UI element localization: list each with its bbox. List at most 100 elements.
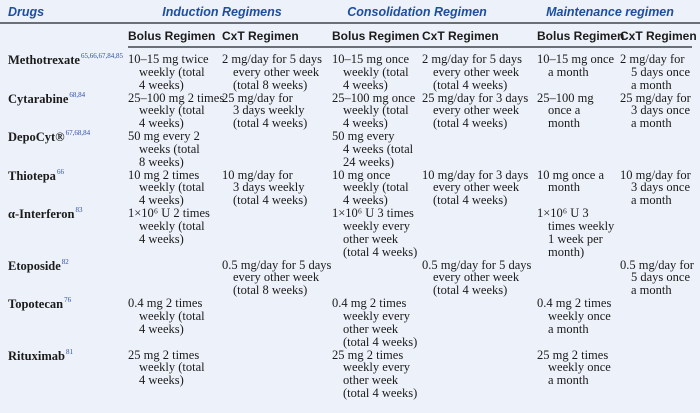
cell-consolidation-cxt: 10 mg/day for 3 days every other week (tot… <box>422 168 528 208</box>
cell-line: 10 mg 2 times <box>128 167 200 182</box>
cell-line: weekly (total <box>139 308 205 323</box>
cell-line: (total 4 weeks) <box>433 77 508 92</box>
cell-line: 3 days weekly <box>233 180 305 195</box>
cell-maintenance-cxt: 2 mg/day for 5 days once a month <box>620 53 690 92</box>
cell-line: every other week <box>233 270 320 285</box>
cell-line: (total 4 weeks) <box>343 386 418 401</box>
cell-line: (total 4 weeks) <box>433 116 508 131</box>
cell-maintenance-cxt: 10 mg/day for 3 days once a month <box>620 167 691 208</box>
drug-label: Cytarabine <box>8 91 69 106</box>
cell-line: 25–100 mg 2 times <box>128 90 225 105</box>
reference-superscript: 68,84 <box>69 90 86 99</box>
cell-maintenance-bolus: 0.4 mg 2 times weekly once a month <box>537 297 611 336</box>
cell-line: 0.4 mg 2 times <box>128 296 203 310</box>
cell-line: 10–15 mg once <box>332 52 410 66</box>
drug-label: α-Interferon <box>8 207 75 221</box>
cell-maintenance-bolus: 25 mg 2 times weekly once a month <box>537 348 611 388</box>
cell-induction-bolus: 50 mg every 2 weeks (total 8 weeks) <box>128 130 200 169</box>
cell-line: 25 mg 2 times <box>332 347 404 362</box>
drug-name: Cytarabine68,84 <box>8 90 86 107</box>
cell-line: 25–100 mg <box>537 90 594 105</box>
cell-line: 24 weeks) <box>343 154 395 169</box>
cell-line: 25 mg/day for <box>222 90 293 105</box>
subheader-maintenance-cxt: CxT Regimen <box>620 29 697 43</box>
cell-line: a month <box>548 64 589 79</box>
cell-line: 5 days once <box>631 64 691 79</box>
cell-line: 0.5 mg/day for 5 days <box>222 257 332 272</box>
cell-line: 0.5 mg/day for 5 days <box>422 257 532 272</box>
cell-maintenance-bolus: 10–15 mg once a month <box>537 53 614 79</box>
cell-line: 4 weeks) <box>139 116 184 131</box>
cell-line: 25 mg/day for 3 days <box>422 90 529 105</box>
cell-line: 4 weeks) <box>139 321 184 336</box>
drug-label: Etoposide <box>8 258 61 273</box>
drug-name: Topotecan76 <box>8 296 71 312</box>
cell-line: a month <box>631 116 672 131</box>
cell-line: 1 week per <box>548 231 603 246</box>
reference-superscript: 82 <box>61 257 69 266</box>
cell-line: month <box>548 180 580 195</box>
cell-line: weekly (total <box>139 218 205 233</box>
cell-induction-bolus: 10–15 mg twice weekly (total 4 weeks) <box>128 53 209 92</box>
cell-consolidation-bolus: 10 mg once weekly (total 4 weeks) <box>332 167 409 208</box>
cell-line: 0.4 mg 2 times <box>332 296 407 310</box>
cell-consolidation-bolus: 10–15 mg once weekly (total 4 weeks) <box>332 53 409 92</box>
cell-line: 10 mg once <box>332 167 391 182</box>
drug-label: Methotrexate <box>8 53 80 67</box>
cell-line: weekly every <box>343 308 410 323</box>
cell-line: 1×10⁶ U 3 <box>537 206 589 220</box>
cell-line: weekly (total <box>139 64 205 79</box>
cell-line: (total 4 weeks) <box>343 334 418 349</box>
cell-line: 10 mg/day for <box>620 167 691 182</box>
subheader-maintenance-bolus: Bolus Regimen <box>537 29 625 43</box>
cell-line: every other week <box>433 180 520 195</box>
cell-line: (total 4 weeks) <box>343 244 418 259</box>
cell-consolidation-bolus: 0.4 mg 2 times weekly every other week (tot… <box>332 297 417 348</box>
cell-line: weekly (total <box>343 64 409 79</box>
subheader-consolidation-cxt: CxT Regimen <box>422 29 499 43</box>
cell-maintenance-bolus: 10 mg once a month <box>537 167 604 195</box>
cell-line: times weekly <box>548 218 615 233</box>
cell-line: 10–15 mg twice <box>128 52 209 66</box>
drugs-column-header: Drugs <box>8 5 45 19</box>
cell-line: 1×10⁶ U 2 times <box>128 206 210 220</box>
cell-line: 2 mg/day for <box>620 52 685 66</box>
cell-line: 2 mg/day for 5 days <box>222 52 322 66</box>
cell-maintenance-cxt: 0.5 mg/day for 5 days once a month <box>620 257 694 298</box>
drug-name: DepoCyt®67,68,84 <box>8 129 91 145</box>
cell-line: 4 weeks) <box>343 77 388 92</box>
reference-superscript: 83 <box>75 206 83 214</box>
cell-line: 10 mg once a <box>537 167 604 182</box>
subheader-induction-cxt: CxT Regimen <box>222 29 299 43</box>
cell-line: 10–15 mg once <box>537 52 615 66</box>
drug-name: α-Interferon83 <box>8 206 83 222</box>
cell-line: 4 weeks) <box>139 231 184 246</box>
reference-superscript: 65,66,67,84,85 <box>80 52 123 60</box>
cell-line: 25 mg 2 times <box>128 347 200 362</box>
cell-line: 4 weeks) <box>343 116 388 131</box>
cell-line: weekly (total <box>139 103 205 118</box>
cell-line: 50 mg every <box>332 129 395 143</box>
cell-line: a month <box>631 77 672 92</box>
cell-induction-cxt: 0.5 mg/day for 5 days every other week (to… <box>222 257 332 298</box>
cell-line: 4 weeks) <box>139 373 184 388</box>
cell-maintenance-cxt: 25 mg/day for 3 days once a month <box>620 91 691 131</box>
cell-line: weekly (total <box>139 180 205 195</box>
cell-induction-bolus: 25–100 mg 2 times weekly (total 4 weeks) <box>128 90 225 131</box>
cell-line: a month <box>548 321 589 336</box>
reference-superscript: 81 <box>65 347 73 356</box>
cell-line: weekly every <box>343 218 410 233</box>
subheader-induction-bolus: Bolus Regimen <box>128 29 216 43</box>
cell-maintenance-bolus: 1×10⁶ U 3 times weekly 1 week per month) <box>537 207 614 258</box>
cell-line: other week <box>343 321 399 336</box>
cell-line: month <box>548 116 580 131</box>
reference-superscript: 67,68,84 <box>65 129 91 137</box>
reference-superscript: 66 <box>56 167 64 176</box>
cell-consolidation-bolus: 25–100 mg once weekly (total 4 weeks) <box>332 91 415 131</box>
cell-line: 2 mg/day for 5 days <box>422 52 522 66</box>
maintenance-group-header: Maintenance regimen <box>546 5 674 19</box>
cell-line: 0.5 mg/day for <box>620 257 694 272</box>
cell-induction-cxt: 2 mg/day for 5 days every other week (tota… <box>222 53 322 92</box>
cell-line: 4 weeks) <box>139 77 184 92</box>
cell-line: other week <box>343 231 399 246</box>
